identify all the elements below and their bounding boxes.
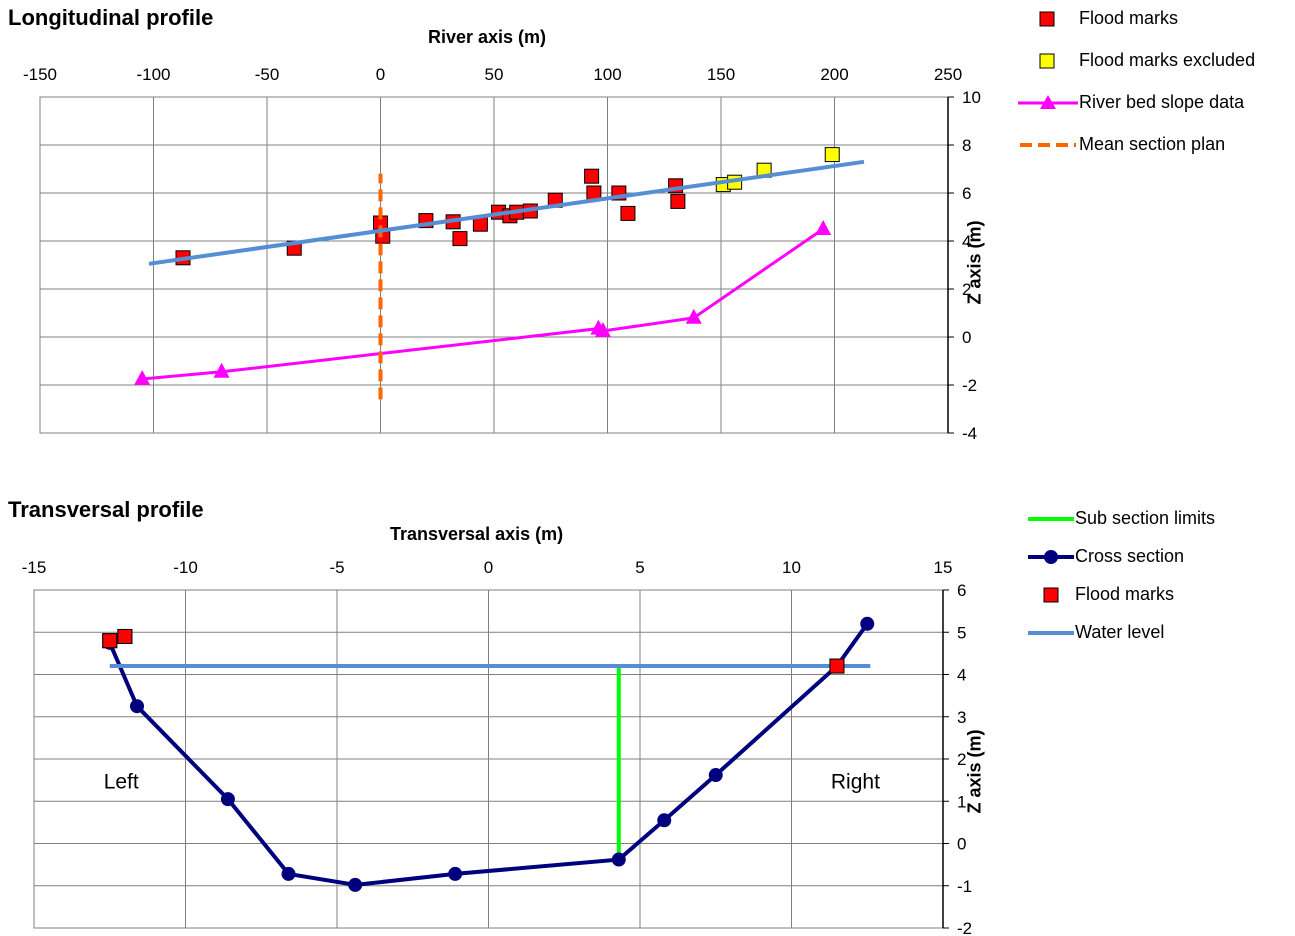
long-x-tick-label: -150 (23, 65, 57, 84)
legend-label-cross-section: Cross section (1075, 546, 1185, 566)
long-x-tick-label: 100 (593, 65, 621, 84)
trans-cross-section-point (657, 813, 672, 828)
long-river-bed-slope-data-point (685, 308, 702, 324)
trans-x-tick-label: 10 (782, 558, 801, 577)
long-flood-marks-point (670, 193, 686, 209)
trans-y-tick-label: 1 (957, 792, 966, 811)
trans-y-tick-label: 0 (957, 835, 966, 854)
trans-flood-marks-point-top (829, 658, 845, 674)
long-flood-marks-point (584, 168, 600, 184)
long-y-tick-label: -4 (962, 424, 977, 443)
long-y-tick-label: 10 (962, 88, 981, 107)
trans-cross-section-point (348, 877, 363, 892)
trans-cross-section-point (611, 852, 626, 867)
trans-x-tick-label: 5 (635, 558, 644, 577)
longitudinal-chart-title: Longitudinal profile (8, 5, 214, 30)
annotation-right: Right (831, 771, 880, 794)
trans-flood-marks-point-top (117, 628, 133, 644)
transversal-x-axis-title: Transversal axis (m) (390, 524, 564, 544)
long-y-tick-label: -2 (962, 376, 977, 395)
trans-x-tick-label: -5 (329, 558, 344, 577)
long-flood-marks-excluded-point (824, 147, 840, 163)
trans-cross-section-point (130, 699, 145, 714)
legend-item-flood-marks: Flood marks (1025, 8, 1285, 32)
long-river-bed-slope-data-point (594, 322, 611, 337)
legend-label-river-bed-slope: River bed slope data (1079, 92, 1245, 112)
longitudinal-x-axis-title: River axis (m) (428, 27, 547, 47)
trans-cross-section-point (448, 866, 463, 881)
long-water-level-line-line (148, 159, 865, 266)
legend-item-cross-section: Cross section (1028, 546, 1288, 570)
legend-label-sub-section-limits: Sub section limits (1075, 508, 1216, 528)
long-river-bed-slope-data-point (213, 362, 230, 378)
trans-flood-marks-point-top (102, 633, 118, 649)
legend-label-mean-section-plan: Mean section plan (1079, 134, 1226, 154)
trans-y-tick-label: -1 (957, 877, 972, 896)
trans-x-tick-label: 0 (484, 558, 493, 577)
long-x-tick-label: 200 (820, 65, 848, 84)
transversal-y-axis-title: Z axis (m) (964, 729, 985, 814)
trans-cross-section-point (708, 768, 723, 783)
legend-item-water-level: Water level (1028, 622, 1288, 646)
trans-y-tick-label: 3 (957, 708, 966, 727)
trans-cross-section-point (281, 866, 296, 881)
trans-y-tick-label: 2 (957, 750, 966, 769)
legend-item-transversal-flood-marks: Flood marks (1028, 584, 1288, 608)
trans-y-tick-label: -2 (957, 919, 972, 936)
long-x-tick-label: 0 (376, 65, 385, 84)
legend-item-river-bed-slope: River bed slope data (1018, 92, 1288, 116)
long-y-tick-label: 8 (962, 136, 971, 155)
transversal-chart-title: Transversal profile (8, 497, 204, 522)
legend-label-flood-marks: Flood marks (1079, 8, 1179, 28)
long-river-bed-slope-data-point (134, 370, 151, 385)
long-y-tick-label: 2 (962, 280, 971, 299)
long-y-tick-label: 0 (962, 328, 971, 347)
trans-x-tick-label: -10 (173, 558, 198, 577)
legend-label-flood-marks-excluded: Flood marks excluded (1079, 50, 1256, 70)
trans-y-tick-label: 4 (957, 666, 966, 685)
legend-item-sub-section-limits: Sub section limits (1028, 508, 1288, 532)
trans-x-tick-label: -15 (22, 558, 47, 577)
trans-cross-section-point (860, 616, 875, 631)
long-y-tick-label: 4 (962, 232, 971, 251)
long-x-tick-label: 150 (707, 65, 735, 84)
long-flood-marks-point (620, 205, 636, 221)
trans-x-tick-label: 15 (934, 558, 953, 577)
trans-y-tick-label: 5 (957, 623, 966, 642)
longitudinal-y-axis-title: Z axis (m) (964, 220, 985, 305)
long-river-bed-slope-data-point (815, 220, 832, 235)
long-flood-marks-point (472, 216, 488, 232)
long-x-tick-label: 250 (934, 65, 962, 84)
legend-label-transversal-flood-marks: Flood marks (1075, 584, 1175, 604)
trans-cross-section-point (220, 792, 235, 807)
long-y-tick-label: 6 (962, 184, 971, 203)
annotation-left: Left (104, 771, 139, 794)
legend-label-water-level: Water level (1075, 622, 1165, 642)
legend-item-flood-marks-excluded: Flood marks excluded (1025, 50, 1295, 74)
long-x-tick-label: -100 (136, 65, 170, 84)
legend-item-mean-section-plan: Mean section plan (1018, 134, 1288, 158)
long-flood-marks-point (452, 231, 468, 247)
long-x-tick-label: 50 (485, 65, 504, 84)
trans-y-tick-label: 6 (957, 581, 966, 600)
long-x-tick-label: -50 (255, 65, 280, 84)
